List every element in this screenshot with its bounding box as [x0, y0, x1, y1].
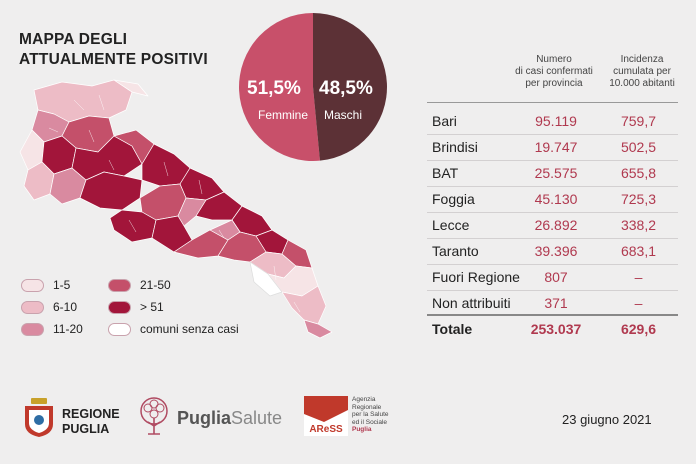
legend-item: comuni senza casi [108, 322, 239, 336]
row-province: Taranto [432, 243, 479, 259]
map-legend: 1-5 6-10 11-20 21-50 > 51 comuni senza c… [21, 278, 351, 338]
legend-label: > 51 [140, 300, 164, 314]
row-divider [427, 134, 678, 135]
legend-swatch [21, 322, 44, 336]
row-cases: 19.747 [534, 139, 578, 155]
aress-agency-text: Agenzia Regionale per la Salute ed il So… [352, 396, 389, 433]
table-row: Non attribuiti 371 – [427, 290, 678, 316]
map-region-lecce-west [249, 261, 283, 297]
pie-femmine-pct: 51,5% [247, 78, 301, 99]
pie-maschi-pct: 48,5% [319, 78, 373, 99]
map-region-salento-tip [303, 319, 333, 339]
pie-maschi-label: Maschi [324, 108, 363, 122]
legend-swatch [108, 322, 131, 336]
legend-item: 6-10 [21, 300, 77, 314]
map-title: MAPPA DEGLI ATTUALMENTE POSITIVI [19, 30, 208, 70]
legend-swatch [21, 278, 44, 292]
header-incidence: Incidenza cumulata per 10.000 abitanti [609, 54, 675, 89]
table-row: Lecce 26.892 338,2 [427, 212, 678, 238]
row-province: Non attribuiti [432, 295, 511, 311]
row-divider [427, 160, 678, 161]
legend-item: 1-5 [21, 278, 70, 292]
legend-label: 21-50 [140, 278, 171, 292]
map-title-line2: ATTUALMENTE POSITIVI [19, 51, 208, 68]
row-cases: 95.119 [535, 113, 577, 129]
report-date: 23 giugno 2021 [562, 412, 652, 427]
total-cases: 253.037 [530, 321, 582, 337]
legend-item: 11-20 [21, 322, 83, 336]
row-cases: 371 [544, 295, 568, 311]
row-cases: 45.130 [534, 191, 578, 207]
regione-puglia-text: REGIONE PUGLIA [62, 407, 120, 436]
total-incidence: 629,6 [620, 321, 657, 337]
total-rule [427, 314, 678, 316]
row-divider [427, 186, 678, 187]
table-row: BAT 25.575 655,8 [427, 160, 678, 186]
row-divider [427, 212, 678, 213]
row-incidence: 655,8 [620, 165, 657, 181]
legend-swatch [108, 278, 131, 292]
puglia-salute-tree-icon [140, 397, 168, 435]
row-incidence: 338,2 [620, 217, 657, 233]
row-province: Brindisi [432, 139, 478, 155]
row-province: BAT [432, 165, 459, 181]
aress-logo-text: AReSS [309, 424, 343, 435]
pie-femmine-label: Femmine [258, 108, 309, 122]
legend-label: 6-10 [53, 300, 78, 314]
table-top-rule [427, 102, 678, 103]
row-incidence: – [634, 295, 643, 311]
table-row: Foggia 45.130 725,3 [427, 186, 678, 212]
row-divider [427, 290, 678, 291]
table-row: Brindisi 19.747 502,5 [427, 134, 678, 160]
map-title-line1: MAPPA DEGLI [19, 31, 128, 48]
map-region-bat [71, 135, 143, 181]
row-cases: 807 [544, 269, 568, 285]
row-province: Bari [432, 113, 457, 129]
map-region-taranto-west [109, 209, 157, 243]
legend-label: 1-5 [53, 278, 71, 292]
row-divider [427, 238, 678, 239]
legend-swatch [21, 300, 44, 314]
map-region-lecce-city [281, 239, 313, 269]
aress-logo-icon: AReSS [304, 396, 348, 436]
row-divider [427, 264, 678, 265]
pie-slice-femmine [239, 13, 320, 161]
legend-item: > 51 [108, 300, 164, 314]
puglia-map [19, 79, 333, 339]
legend-item: 21-50 [108, 278, 171, 292]
row-incidence: – [634, 269, 643, 285]
row-incidence: 759,7 [620, 113, 657, 129]
row-province: Foggia [432, 191, 475, 207]
row-cases: 26.892 [534, 217, 578, 233]
table-row-total: Totale 253.037 629,6 [427, 316, 678, 342]
map-region-gargano-east [113, 79, 149, 97]
gender-pie-chart [239, 13, 388, 161]
row-province: Lecce [432, 217, 470, 233]
legend-label: comuni senza casi [140, 322, 239, 336]
table-row: Taranto 39.396 683,1 [427, 238, 678, 264]
row-cases: 25.575 [534, 165, 578, 181]
map-region-lecce-south [281, 285, 327, 325]
legend-swatch [108, 300, 131, 314]
table-row: Fuori Regione 807 – [427, 264, 678, 290]
total-label: Totale [432, 321, 473, 337]
row-cases: 39.396 [534, 243, 578, 259]
regione-puglia-emblem-icon [25, 398, 53, 437]
puglia-salute-text: PugliaSalute [177, 408, 283, 428]
row-incidence: 725,3 [620, 191, 657, 207]
row-incidence: 683,1 [620, 243, 657, 259]
table-row: Bari 95.119 759,7 [427, 108, 678, 134]
row-incidence: 502,5 [620, 139, 657, 155]
pie-slice-maschi [313, 13, 388, 161]
header-cases: Numero di casi confermati per provincia [515, 54, 593, 89]
row-province: Fuori Regione [432, 269, 520, 285]
legend-label: 11-20 [53, 322, 83, 336]
